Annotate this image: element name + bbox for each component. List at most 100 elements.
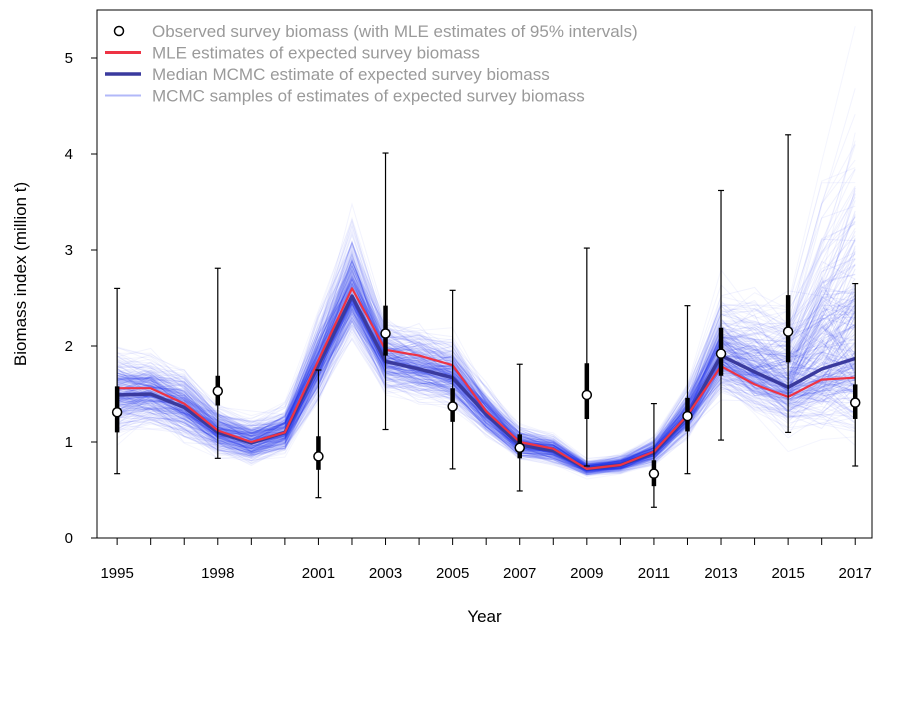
observed-point	[682, 410, 693, 422]
mcmc-sample-line	[117, 159, 856, 465]
mcmc-sample-line	[117, 303, 856, 472]
mcmc-sample-line	[117, 220, 856, 464]
observed-point	[782, 326, 794, 337]
mcmc-sample-line	[117, 313, 856, 470]
mcmc-sample-line	[117, 238, 856, 467]
median-mcmc-line	[117, 294, 856, 471]
mcmc-sample-line	[117, 258, 856, 465]
mcmc-sample-line	[116, 307, 856, 470]
mcmc-sample-line	[116, 192, 856, 464]
observed-point	[581, 389, 593, 401]
legend-entry-label: Observed survey biomass (with MLE estima…	[152, 22, 638, 41]
mcmc-sample-line	[116, 319, 856, 475]
mcmc-sample-line	[116, 262, 856, 472]
mcmc-sample-line	[117, 263, 856, 465]
mcmc-sample-line	[116, 331, 856, 480]
mcmc-sample-line	[116, 299, 856, 472]
observed-point	[447, 401, 458, 412]
mcmc-sample-line	[116, 278, 856, 466]
mcmc-sample-line	[116, 276, 856, 467]
mcmc-sample-line	[117, 317, 856, 472]
mcmc-sample-line	[116, 315, 856, 472]
mcmc-sample-line	[116, 245, 856, 467]
estimate-lines-layer	[117, 287, 856, 471]
legend-marker-observed	[113, 25, 125, 37]
mcmc-sample-line	[117, 285, 856, 470]
mcmc-sample-line	[117, 260, 856, 466]
mcmc-sample-line	[117, 260, 856, 469]
mcmc-sample-line	[116, 337, 856, 477]
axes-layer: 0 1 2 3 4 5 1995 1998 2001 2003 2005 2007 2009 2011 20…	[65, 50, 872, 582]
x-tick-label: 2011	[638, 565, 670, 582]
mcmc-sample-line	[116, 308, 856, 472]
mcmc-sample-line	[116, 293, 856, 467]
mcmc-sample-line	[117, 140, 856, 463]
mcmc-sample-line	[116, 307, 856, 473]
mcmc-sample-line	[117, 300, 856, 471]
mcmc-sample-line	[116, 297, 856, 466]
observed-point	[313, 451, 324, 462]
legend-entry-label: Median MCMC estimate of expected survey …	[152, 65, 550, 84]
mcmc-sample-line	[116, 316, 856, 471]
mcmc-sample-line	[116, 167, 856, 465]
mcmc-sample-line	[116, 285, 856, 471]
mcmc-sample-line	[116, 300, 856, 469]
y-tick-label: 1	[65, 434, 73, 451]
mcmc-sample-line	[116, 306, 856, 472]
mcmc-sample-line	[116, 260, 856, 466]
mcmc-sample-line	[116, 216, 856, 466]
mcmc-sample-line	[116, 143, 856, 463]
mcmc-sample-line	[116, 325, 856, 475]
x-tick-label: 2015	[771, 565, 804, 582]
mcmc-sample-line	[117, 283, 856, 465]
x-tick-label: 2003	[369, 565, 402, 582]
x-tick-label: 1995	[100, 565, 133, 582]
mcmc-sample-line	[116, 316, 856, 476]
observed-point	[849, 397, 861, 408]
mcmc-sample-line	[116, 319, 856, 473]
mcmc-sample-line	[117, 305, 856, 475]
mcmc-sample-line	[116, 251, 856, 467]
mcmc-sample-line	[116, 221, 856, 465]
mcmc-sample-line	[117, 317, 856, 474]
mcmc-sample-line	[117, 309, 856, 473]
mcmc-sample-line	[116, 305, 856, 470]
mcmc-sample-line	[117, 258, 856, 467]
mcmc-sample-line	[117, 309, 856, 473]
mcmc-sample-line	[116, 325, 856, 475]
observed-point	[111, 406, 123, 418]
mcmc-sample-line	[116, 327, 856, 474]
mcmc-sample-line	[117, 260, 856, 466]
mcmc-sample-line	[116, 326, 856, 476]
mcmc-sample-line	[117, 88, 856, 463]
mcmc-sample-line	[117, 312, 856, 472]
mcmc-sample-line	[116, 299, 856, 473]
mcmc-sample-line	[117, 272, 856, 467]
mcmc-sample-line	[116, 264, 856, 467]
mcmc-sample-line	[116, 273, 856, 470]
mcmc-sample-line	[116, 311, 856, 474]
mcmc-sample-line	[116, 328, 856, 473]
mcmc-sample-line	[117, 312, 856, 468]
mcmc-sample-line	[117, 312, 856, 474]
mcmc-sample-line	[116, 187, 856, 462]
mcmc-sample-line	[116, 277, 856, 470]
x-tick-label: 2009	[570, 565, 603, 582]
mcmc-sample-line	[116, 244, 856, 467]
mcmc-sample-line	[116, 315, 856, 474]
mcmc-sample-line	[116, 286, 856, 467]
observed-point	[648, 468, 660, 479]
mcmc-sample-line	[116, 302, 856, 473]
mcmc-sample-line	[117, 275, 856, 467]
y-tick-label: 0	[65, 530, 73, 547]
mcmc-sample-line	[117, 278, 856, 466]
mcmc-sample-line	[116, 274, 856, 469]
mcmc-sample-line	[117, 185, 856, 463]
legend-entry-label: MCMC samples of estimates of expected su…	[152, 87, 585, 106]
mcmc-sample-line	[116, 114, 856, 463]
mcmc-sample-line	[116, 304, 856, 471]
y-tick-label: 4	[65, 146, 73, 163]
mcmc-sample-line	[116, 268, 856, 470]
mcmc-sample-line	[117, 257, 856, 465]
